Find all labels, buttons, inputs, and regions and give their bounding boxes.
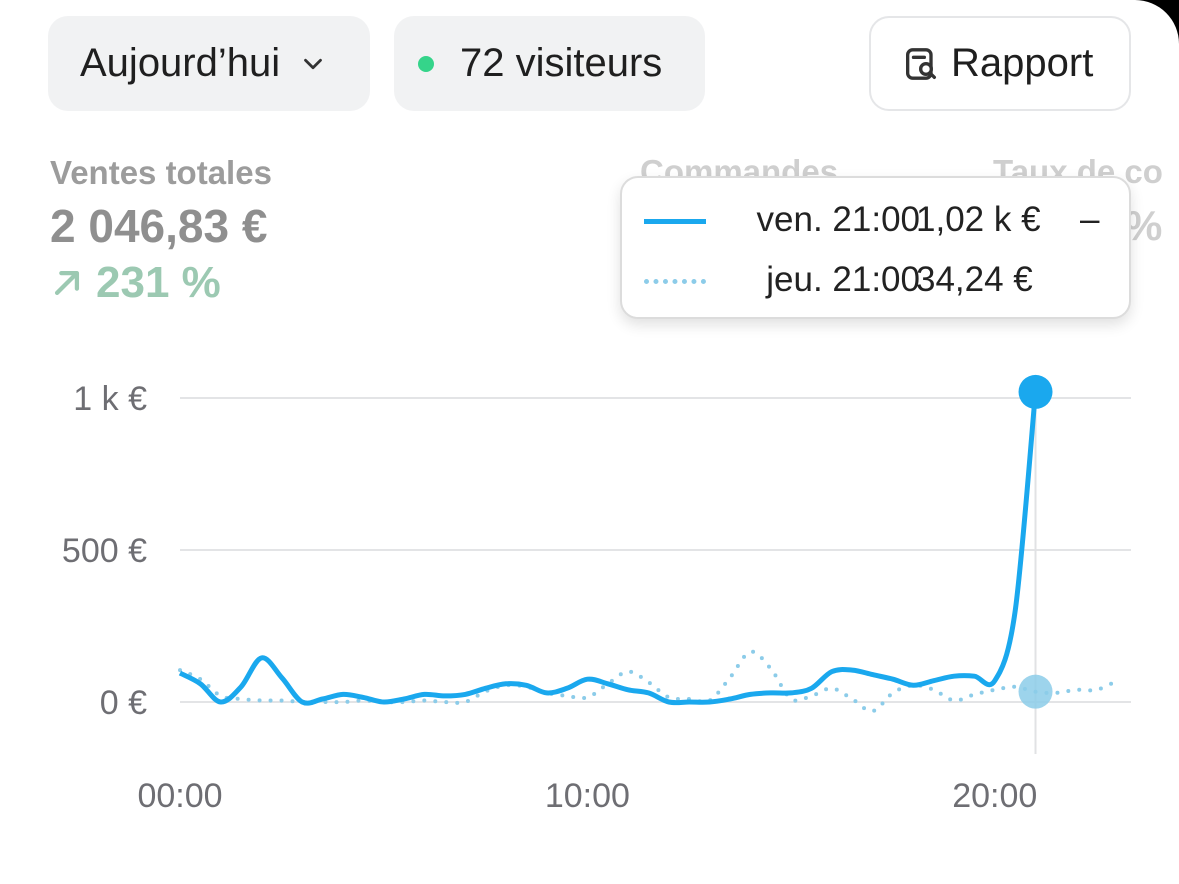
conversion-metric-value: % <box>1125 202 1163 249</box>
previous-highlight-point <box>1018 674 1053 709</box>
total-sales-label: Ventes totales <box>50 154 272 191</box>
total-sales-change-value: 231 % <box>96 258 221 307</box>
x-tick-label: 00:00 <box>137 777 222 815</box>
chevron-down-icon <box>304 58 323 69</box>
total-sales-value: 2 046,83 € <box>50 200 268 252</box>
report-button[interactable]: Rapport <box>869 16 1131 111</box>
y-tick-label: 0 € <box>100 684 147 722</box>
series-current-line <box>178 391 1038 706</box>
report-search-icon <box>906 47 936 80</box>
tooltip-previous-value: 34,24 € <box>916 260 1033 299</box>
live-visitors-button[interactable]: 72 visiteurs <box>394 16 705 111</box>
tooltip-current-label: ven. 21:00 <box>756 200 920 239</box>
dotted-line-swatch <box>644 279 706 284</box>
sales-line-chart[interactable]: 1 k € 500 € 0 € 00:00 10:00 20:00 <box>0 330 1179 884</box>
solid-line-swatch <box>644 219 706 224</box>
date-range-label: Aujourd’hui <box>80 41 281 85</box>
total-sales-change: 231 % <box>50 258 221 308</box>
tooltip-row-previous: jeu. 21:00 34,24 € <box>622 254 1129 304</box>
y-tick-label: 1 k € <box>73 380 147 418</box>
tooltip-current-value: 1,02 k € <box>916 200 1041 239</box>
tooltip-row-current: ven. 21:00 1,02 k € – <box>622 194 1129 244</box>
tooltip-current-extra: – <box>1080 200 1100 239</box>
arrow-up-right-icon <box>54 270 80 296</box>
x-tick-label: 20:00 <box>952 777 1037 815</box>
tooltip-previous-label: jeu. 21:00 <box>766 260 920 299</box>
y-tick-label: 500 € <box>62 532 147 570</box>
chart-tooltip: ven. 21:00 1,02 k € – jeu. 21:00 34,24 € <box>620 176 1131 319</box>
date-range-dropdown[interactable]: Aujourd’hui <box>48 16 370 111</box>
x-tick-label: 10:00 <box>545 777 630 815</box>
series-previous-line <box>178 649 1119 714</box>
report-label: Rapport <box>951 41 1094 85</box>
live-dot-icon <box>418 55 434 72</box>
visitors-label: 72 visiteurs <box>460 41 663 85</box>
current-highlight-point <box>1018 374 1053 409</box>
